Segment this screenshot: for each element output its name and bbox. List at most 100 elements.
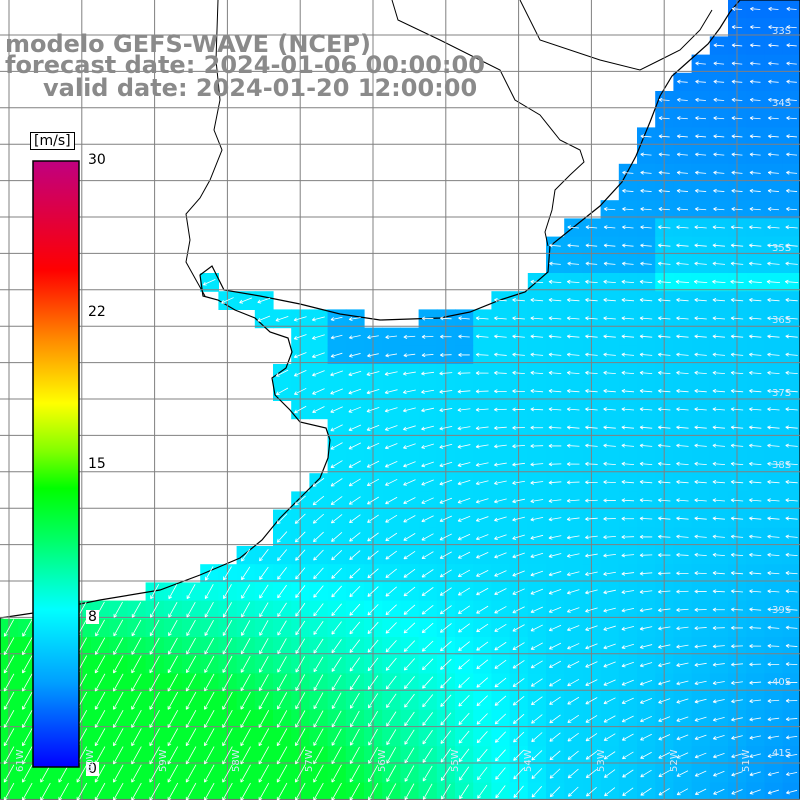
wind-arrow xyxy=(422,694,434,708)
wind-cell xyxy=(327,728,347,747)
wind-arrow xyxy=(113,619,124,637)
wind-arrow xyxy=(749,552,762,557)
wind-arrow xyxy=(731,79,743,84)
wind-cell xyxy=(236,691,256,711)
wind-cell xyxy=(418,546,438,565)
wind-arrow xyxy=(658,134,670,139)
wind-arrow xyxy=(331,692,342,710)
wind-arrow xyxy=(548,352,562,357)
wind-arrow xyxy=(730,534,744,539)
wind-arrow xyxy=(713,188,725,193)
wind-arrow xyxy=(676,516,689,521)
wind-cell xyxy=(254,655,274,674)
wind-cell xyxy=(309,655,329,674)
wind-arrow xyxy=(730,279,744,284)
wind-arrow xyxy=(785,334,798,339)
wind-arrow xyxy=(749,498,762,503)
wind-arrow xyxy=(712,625,725,631)
wind-arrow xyxy=(712,279,726,284)
wind-cell xyxy=(273,637,292,656)
wind-cell xyxy=(345,491,365,511)
wind-cell xyxy=(309,600,329,620)
wind-arrow xyxy=(548,389,562,394)
wind-arrow xyxy=(368,765,379,783)
wind-cell xyxy=(527,618,547,638)
wind-arrow xyxy=(784,279,799,284)
wind-arrow xyxy=(385,640,397,653)
wind-cell xyxy=(91,655,110,674)
wind-arrow xyxy=(440,334,452,339)
wind-arrow xyxy=(694,552,707,557)
wind-arrow xyxy=(621,571,635,576)
wind-arrow xyxy=(676,480,689,485)
wind-cell xyxy=(491,600,511,620)
wind-cell xyxy=(546,673,565,693)
wind-arrow xyxy=(402,371,416,376)
wind-arrow xyxy=(730,389,744,394)
wind-arrow xyxy=(475,444,489,449)
wind-cell xyxy=(400,564,420,583)
wind-arrow xyxy=(585,715,598,723)
wind-arrow xyxy=(366,406,380,413)
wind-cell xyxy=(382,527,401,547)
wind-arrow xyxy=(694,225,707,230)
wind-arrow xyxy=(712,699,725,704)
wind-arrow xyxy=(767,789,780,795)
wind-arrow xyxy=(240,764,251,783)
wind-arrow xyxy=(131,673,142,692)
wind-arrow xyxy=(621,279,635,284)
wind-arrow xyxy=(131,637,142,655)
wind-arrow xyxy=(712,389,725,394)
wind-arrow xyxy=(241,620,251,636)
wind-cell xyxy=(309,527,329,547)
wind-arrow xyxy=(621,516,635,521)
wind-cell xyxy=(345,473,365,492)
wind-cell xyxy=(491,764,511,784)
wind-cell xyxy=(618,709,638,729)
wind-arrow xyxy=(494,570,507,577)
wind-arrow xyxy=(386,711,397,727)
wind-arrow xyxy=(385,622,397,634)
wind-arrow xyxy=(785,662,798,667)
wind-cell xyxy=(345,546,365,565)
wind-cell xyxy=(200,582,219,602)
wind-arrow xyxy=(548,588,562,595)
wind-arrow xyxy=(731,6,743,11)
wind-arrow xyxy=(22,655,33,674)
wind-arrow xyxy=(476,695,488,707)
wind-cell xyxy=(163,673,183,693)
wind-arrow xyxy=(712,407,725,412)
wind-arrow xyxy=(603,498,616,503)
wind-cell xyxy=(327,673,347,693)
wind-arrow xyxy=(457,551,471,559)
wind-arrow xyxy=(657,407,671,412)
wind-cell xyxy=(200,655,219,674)
wind-arrow xyxy=(439,605,452,615)
wind-arrow xyxy=(603,261,616,266)
wind-arrow xyxy=(457,389,471,394)
wind-arrow xyxy=(785,425,798,430)
wind-cell xyxy=(309,709,329,729)
wind-arrow xyxy=(331,603,342,617)
wind-arrow xyxy=(457,533,471,541)
wind-arrow xyxy=(22,764,33,783)
wind-arrow xyxy=(566,480,580,485)
wind-arrow xyxy=(640,787,652,796)
wind-arrow xyxy=(512,552,525,559)
wind-arrow xyxy=(257,315,271,322)
wind-arrow xyxy=(330,316,343,322)
wind-arrow xyxy=(167,728,179,747)
wind-arrow xyxy=(331,728,342,746)
wind-arrow xyxy=(458,677,470,688)
wind-arrow xyxy=(640,188,652,193)
wind-arrow xyxy=(712,225,725,230)
wind-cell xyxy=(236,709,256,729)
colorbar-tick-0: 0 xyxy=(86,761,99,777)
wind-arrow xyxy=(603,516,616,521)
wind-arrow xyxy=(639,571,653,576)
wind-arrow xyxy=(712,261,726,266)
wind-arrow xyxy=(785,498,798,503)
wind-arrow xyxy=(694,370,707,375)
wind-cell xyxy=(127,691,147,711)
wind-cell xyxy=(200,618,219,638)
